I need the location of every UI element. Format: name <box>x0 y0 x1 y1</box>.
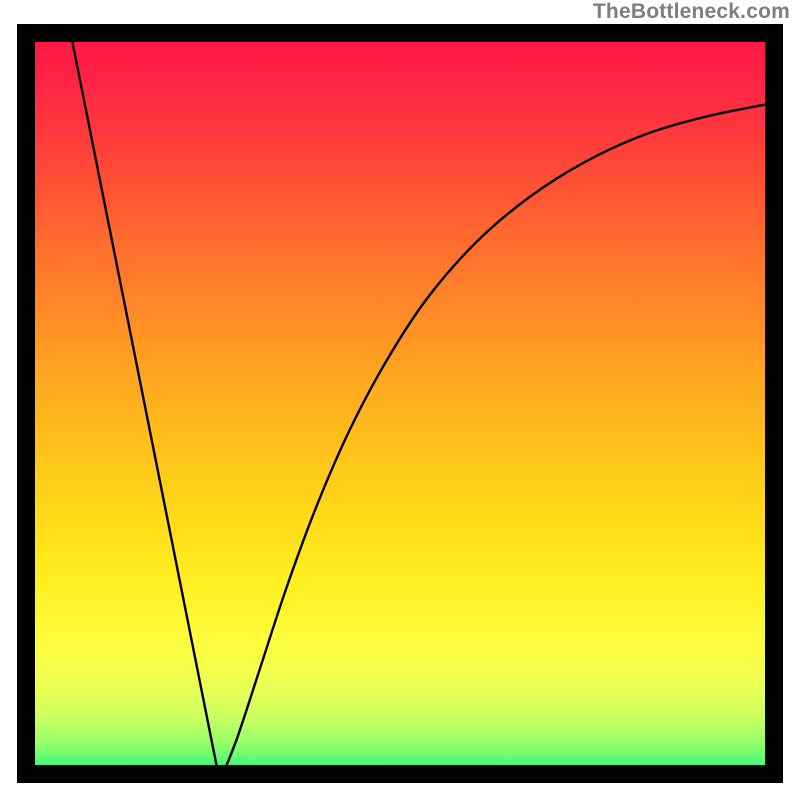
bottleneck-chart: TheBottleneck.com <box>0 0 800 800</box>
chart-svg <box>0 0 800 800</box>
watermark-text: TheBottleneck.com <box>593 0 790 24</box>
